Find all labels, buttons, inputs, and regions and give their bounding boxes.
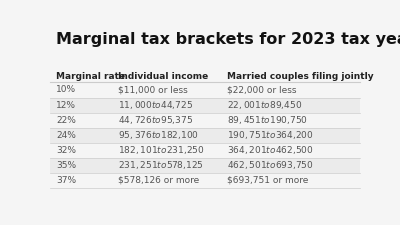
FancyBboxPatch shape — [50, 112, 360, 128]
Text: 35%: 35% — [56, 161, 76, 170]
FancyBboxPatch shape — [50, 97, 360, 112]
Text: Individual income: Individual income — [118, 72, 208, 81]
FancyBboxPatch shape — [50, 173, 360, 188]
Text: $11,000 or less: $11,000 or less — [118, 86, 188, 94]
Text: $578,126 or more: $578,126 or more — [118, 176, 200, 185]
Text: $182,101 to $231,250: $182,101 to $231,250 — [118, 144, 205, 156]
FancyBboxPatch shape — [50, 158, 360, 173]
Text: $462,501 to $693,750: $462,501 to $693,750 — [227, 159, 313, 171]
FancyBboxPatch shape — [50, 128, 360, 143]
Text: 12%: 12% — [56, 101, 76, 110]
Text: $89,451 to $190,750: $89,451 to $190,750 — [227, 114, 308, 126]
Text: Marginal rate: Marginal rate — [56, 72, 125, 81]
Text: 24%: 24% — [56, 131, 76, 140]
Text: $231,251 to $578,125: $231,251 to $578,125 — [118, 159, 204, 171]
Text: 22%: 22% — [56, 116, 76, 125]
FancyBboxPatch shape — [50, 82, 360, 97]
Text: $22,000 or less: $22,000 or less — [227, 86, 296, 94]
Text: Marginal tax brackets for 2023 tax year: Marginal tax brackets for 2023 tax year — [56, 32, 400, 47]
Text: $693,751 or more: $693,751 or more — [227, 176, 308, 185]
Text: $364,201 to $462,500: $364,201 to $462,500 — [227, 144, 313, 156]
FancyBboxPatch shape — [50, 143, 360, 158]
Text: $190,751 to $364,200: $190,751 to $364,200 — [227, 129, 313, 141]
Text: $11,000 to $44,725: $11,000 to $44,725 — [118, 99, 193, 111]
Text: $95,376 to $182,100: $95,376 to $182,100 — [118, 129, 199, 141]
Text: Married couples filing jointly: Married couples filing jointly — [227, 72, 373, 81]
Text: 32%: 32% — [56, 146, 76, 155]
Text: $22,001 to $89,450: $22,001 to $89,450 — [227, 99, 302, 111]
Text: 10%: 10% — [56, 86, 76, 94]
Text: $44,726 to $95,375: $44,726 to $95,375 — [118, 114, 193, 126]
Text: 37%: 37% — [56, 176, 76, 185]
